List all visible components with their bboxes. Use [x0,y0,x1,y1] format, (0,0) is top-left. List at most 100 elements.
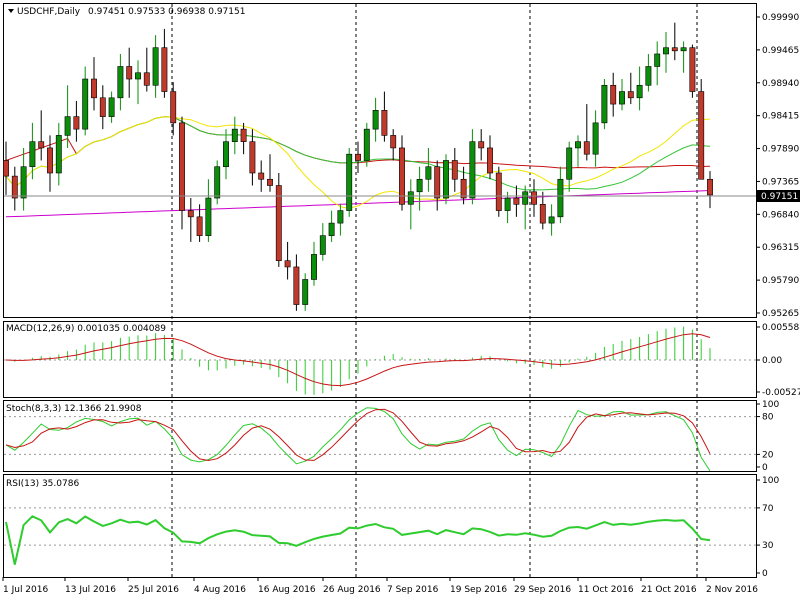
candle-body [3,160,9,177]
macd-indicator [4,326,756,395]
candle-body [143,72,150,86]
candle-body [557,178,564,218]
stoch-label: Stoch(8,3,3) 12.1366 21.9908 [6,404,142,414]
stoch-axis-tick-label: 20 [762,450,774,460]
candle-body [381,110,388,136]
ma-yellow-line [5,116,711,209]
time-tick-label: 29 Sep 2016 [514,585,571,595]
stoch-panel-frame [3,400,757,472]
candle-body [707,178,713,196]
candle-body [390,135,397,149]
rsi-indicator [4,507,756,565]
candle-body [355,153,361,161]
candle-body [566,147,573,180]
macd-axis-tick-label: 0.00 [762,356,782,366]
stoch-axis-tick-label: 80 [762,413,774,423]
candle-body [187,210,194,218]
candle-body [372,110,379,130]
price-axis: 0.99990 0.99465 0.98940 0.98415 0.97890 0.973… [756,13,799,319]
candle-body [319,235,326,255]
candle-body [592,122,599,155]
candle-body [671,47,678,52]
candle-body [231,128,238,142]
price-tick-label: 0.97365 [762,177,799,187]
candle-body [214,166,221,199]
candle-body [82,78,89,130]
macd-label: MACD(12,26,9) 0.001035 0.004089 [6,324,166,334]
candle-body [434,166,441,199]
candle-body [328,222,335,236]
candle-body [663,47,669,55]
candle-body [337,210,344,224]
price-tick-label: 0.98415 [762,112,799,122]
candle-body [267,178,273,186]
candle-body [443,160,449,199]
price-tick-label: 0.96840 [762,210,799,220]
candle-body [117,66,124,99]
candle-body [601,84,608,124]
macd-signal-line [5,333,711,387]
time-tick-label: 11 Oct 2016 [578,585,634,595]
stoch-axis-tick-label: 100 [762,400,779,410]
price-tick-label: 0.99990 [762,13,799,23]
candle-body [610,84,617,105]
candle-body [451,160,458,180]
candle-body [548,216,555,224]
candle-body [539,204,546,224]
candle-body [29,141,36,168]
candle-body [495,172,502,211]
candle-body [20,166,27,199]
time-tick-label: 1 Jul 2016 [3,585,48,595]
time-tick-label: 4 Aug 2016 [194,585,246,595]
rsi-panel-frame [3,474,757,578]
indicator-axes: 0.005588 0.00 -0.005276 100 80 20 0 100 70 30 0 [756,323,800,579]
candle-body [522,191,529,205]
price-tick-label: 0.98940 [762,79,799,89]
rsi-axis-tick-label: 70 [762,504,774,514]
candle-body [64,116,71,136]
time-tick-label: 21 Oct 2016 [641,585,697,595]
price-tick-label: 0.95265 [762,309,799,319]
rsi-axis-tick-label: 30 [762,541,774,551]
macd-axis-tick-label: -0.005276 [762,388,800,398]
candle-body [469,141,476,199]
stoch-signal-line [5,408,711,462]
candle-body [416,178,423,193]
current-price-value: 0.97151 [761,192,798,202]
candle-body [99,97,106,117]
candle-body [504,197,511,211]
dropdown-arrow-icon[interactable] [8,9,14,13]
candle-body [636,84,643,99]
candle-body [513,197,520,205]
candle-body [627,91,634,99]
candle-body [170,91,177,124]
price-tick-label: 0.95790 [762,276,799,286]
candle-body [47,147,53,174]
candle-body [619,91,625,105]
candle-body [478,141,485,149]
candle-body [38,141,45,149]
time-axis: 1 Jul 2016 13 Jul 2016 25 Jul 2016 4 Aug 20… [2,577,758,595]
candle-body [689,47,696,92]
price-tick-label: 0.99465 [762,46,799,56]
candle-body [487,147,493,174]
candle-body [205,197,212,236]
candle-body [284,260,291,268]
candle-body [249,141,256,174]
rsi-axis-tick-label: 0 [762,569,768,579]
rsi-label: RSI(13) 35.0786 [6,479,79,489]
candle-body [399,147,405,205]
candle-body [460,178,467,199]
candle-body [698,91,705,180]
candle-body [275,185,282,261]
ma-magenta-line [5,190,711,218]
candle-body [240,128,247,142]
candle-body [645,66,652,86]
time-tick-label: 26 Aug 2016 [323,585,381,595]
candles [3,22,713,311]
rsi-line [5,515,711,565]
candle-body [196,216,203,236]
period-separators [171,4,698,577]
candle-body [55,135,62,174]
